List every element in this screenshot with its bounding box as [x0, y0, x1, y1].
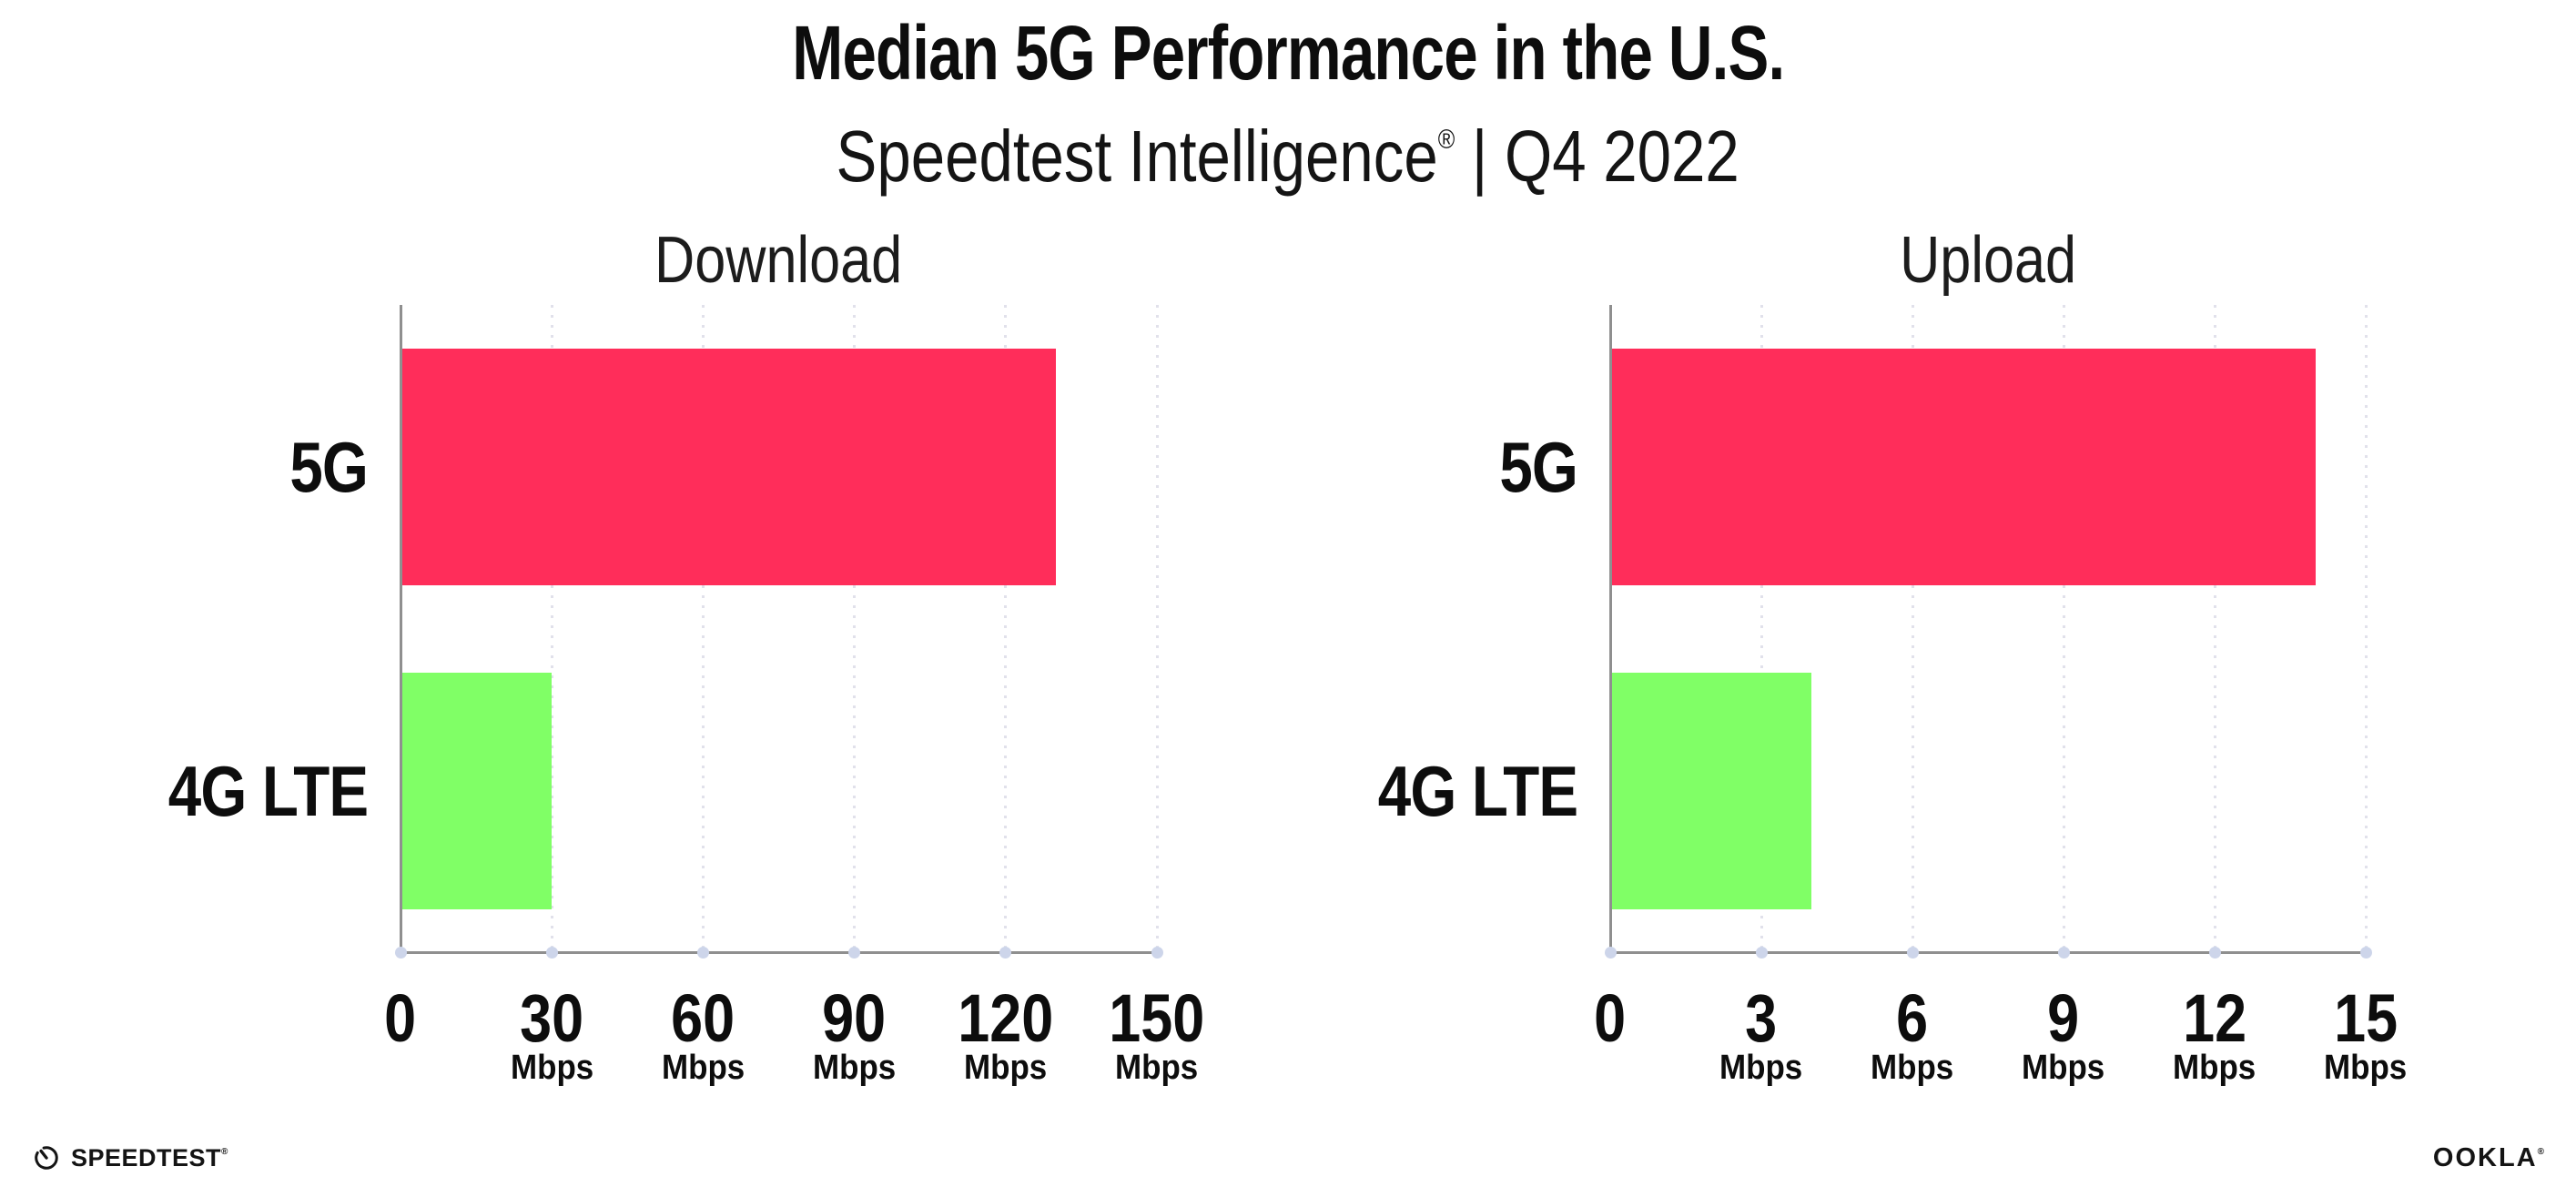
tick-dot-download-60: [696, 947, 709, 959]
gridline-upload-12: [2213, 305, 2216, 953]
tick-unit-upload-15: Mbps: [2324, 1049, 2408, 1087]
bar-download-5g: [402, 349, 1057, 585]
ookla-wordmark: OOKLA®: [2432, 1142, 2544, 1172]
gridline-upload-9: [2062, 305, 2065, 953]
gridline-upload-3: [1760, 305, 1763, 953]
ookla-logo: OOKLA®: [2433, 1141, 2544, 1174]
subtitle-period: | Q4 2022: [1472, 116, 1740, 197]
gridline-upload-15: [2364, 305, 2368, 953]
tick-unit-upload-9: Mbps: [2022, 1049, 2105, 1087]
speedtest-wordmark: SPEEDTEST®: [71, 1143, 228, 1172]
tick-unit-upload-3: Mbps: [1719, 1049, 1803, 1087]
gridline-download-60: [701, 305, 705, 953]
chart-title-download: Download: [654, 224, 903, 297]
tick-unit-upload-12: Mbps: [2173, 1049, 2257, 1087]
category-label-upload-5g: 5G: [1499, 427, 1578, 507]
gridline-download-120: [1004, 305, 1008, 953]
y-axis-download: [399, 305, 402, 953]
category-label-download-4g-lte: 4G LTE: [167, 751, 369, 831]
registered-trademark-icon: ®: [2537, 1146, 2544, 1157]
tick-dot-download-150: [1151, 947, 1163, 959]
tick-label-upload-3: 3: [1745, 980, 1778, 1056]
tick-unit-download-120: Mbps: [964, 1049, 1048, 1087]
tick-dot-download-120: [999, 947, 1012, 959]
figure-subtitle: Speedtest Intelligence® | Q4 2022: [0, 102, 2576, 195]
tick-label-download-30: 30: [520, 980, 584, 1056]
y-axis-upload: [1608, 305, 1612, 953]
speedtest-gauge-icon: [33, 1144, 60, 1172]
tick-dot-upload-6: [1906, 947, 1919, 959]
tick-dot-upload-15: [2359, 947, 2372, 959]
category-label-upload-4g-lte: 4G LTE: [1377, 751, 1578, 831]
tick-label-upload-12: 12: [2183, 980, 2246, 1056]
tick-dot-upload-9: [2057, 947, 2070, 959]
tick-dot-download-90: [848, 947, 861, 959]
gridline-download-30: [550, 305, 553, 953]
gridline-download-90: [853, 305, 857, 953]
tick-unit-download-60: Mbps: [661, 1049, 745, 1087]
registered-trademark-icon: ®: [221, 1146, 228, 1157]
tick-unit-upload-6: Mbps: [1871, 1049, 1954, 1087]
tick-label-upload-0: 0: [1594, 980, 1627, 1056]
gridline-upload-6: [1911, 305, 1914, 953]
tick-dot-upload-3: [1755, 947, 1768, 959]
tick-dot-upload-12: [2208, 947, 2221, 959]
bar-download-4g-lte: [402, 673, 553, 909]
gridline-download-150: [1155, 305, 1159, 953]
tick-dot-download-0: [394, 947, 407, 959]
bar-upload-5g: [1612, 349, 2316, 585]
tick-label-upload-9: 9: [2047, 980, 2080, 1056]
tick-label-upload-6: 6: [1896, 980, 1929, 1056]
bar-upload-4g-lte: [1612, 673, 1812, 909]
tick-dot-upload-0: [1604, 947, 1617, 959]
tick-unit-download-90: Mbps: [812, 1049, 897, 1087]
tick-label-download-60: 60: [671, 980, 735, 1056]
tick-label-download-0: 0: [384, 980, 417, 1056]
tick-label-download-150: 150: [1109, 980, 1205, 1056]
chart-title-upload: Upload: [1900, 224, 2076, 297]
tick-label-download-120: 120: [958, 980, 1054, 1056]
tick-unit-download-150: Mbps: [1115, 1049, 1199, 1087]
category-label-download-5g: 5G: [289, 427, 369, 507]
registered-trademark-icon: ®: [1438, 125, 1455, 155]
x-axis-upload: [1608, 951, 2369, 954]
x-axis-download: [399, 951, 1161, 954]
tick-label-upload-15: 15: [2334, 980, 2398, 1056]
tick-label-download-90: 90: [822, 980, 887, 1056]
tick-unit-download-30: Mbps: [510, 1049, 593, 1087]
tick-dot-download-30: [545, 947, 558, 959]
speedtest-logo: SPEEDTEST®: [33, 1140, 228, 1176]
figure-title: Median 5G Performance in the U.S.: [791, 10, 1785, 96]
subtitle-brand: Speedtest Intelligence: [836, 116, 1439, 197]
